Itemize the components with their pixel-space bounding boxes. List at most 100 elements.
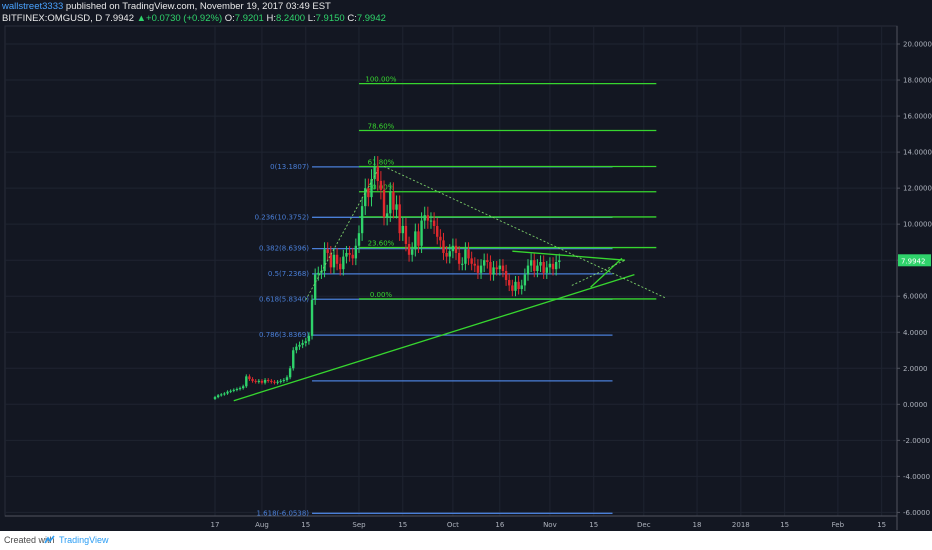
- candle-body: [351, 254, 354, 259]
- candle-body: [357, 233, 361, 246]
- candle-body: [241, 386, 245, 389]
- candle-body: [238, 388, 242, 390]
- candle-body: [517, 281, 520, 290]
- x-tick-label: Sep: [352, 521, 366, 529]
- y-tick-label: 12.0000: [903, 185, 932, 193]
- x-tick-label: 18: [693, 521, 702, 529]
- fib-retracement-label: 0(13.1807): [270, 163, 309, 171]
- tradingview-brand[interactable]: TradingView: [59, 535, 109, 545]
- candle-body: [523, 274, 527, 286]
- candle-body: [307, 335, 311, 342]
- candle-body: [389, 191, 392, 214]
- candle-body: [482, 260, 486, 266]
- candle-body: [454, 245, 458, 253]
- candle-body: [379, 180, 383, 190]
- y-tick-label: 2.0000: [903, 365, 928, 373]
- y-tick-label: -4.0000: [903, 473, 930, 481]
- candle-body: [260, 380, 264, 383]
- candle-body: [539, 261, 542, 266]
- candle-body: [476, 265, 480, 273]
- candle-body: [498, 265, 502, 270]
- candle-body: [216, 395, 220, 398]
- candle-body: [326, 249, 329, 253]
- created-with-text: Created with: [4, 535, 55, 545]
- fib-retracement-label: 0.786(3.8369): [259, 331, 309, 339]
- candle-body: [429, 220, 433, 222]
- x-tick-label: Aug: [255, 521, 269, 529]
- candle-body: [317, 272, 320, 275]
- candle-body: [310, 299, 314, 336]
- x-tick-label: Nov: [543, 521, 557, 529]
- candle-body: [442, 240, 445, 253]
- fib-extension-label: 61.80%: [368, 159, 395, 167]
- candle-body: [251, 379, 254, 381]
- candle-body: [501, 265, 505, 271]
- candle-body: [461, 263, 464, 265]
- x-tick-label: 15: [301, 521, 310, 529]
- candle-body: [254, 380, 257, 382]
- candle-body: [282, 379, 286, 381]
- candle-body: [479, 265, 483, 273]
- candle-body: [508, 280, 511, 286]
- author-link[interactable]: wallstreet3333: [2, 1, 64, 12]
- symbol-label[interactable]: BITFINEX:OMGUSD, D: [2, 13, 103, 24]
- candle-body: [335, 254, 339, 264]
- candle-body: [304, 341, 307, 344]
- candle-body: [229, 390, 232, 392]
- last-price: 7.9942: [104, 13, 134, 24]
- candle-body: [464, 249, 467, 264]
- x-tick-label: 15: [589, 521, 598, 529]
- candle-body: [504, 271, 508, 281]
- candle-body: [323, 249, 326, 271]
- fib-retracement-label: 0.382(8.6396): [259, 245, 309, 253]
- y-tick-label: 0.0000: [903, 401, 928, 409]
- y-tick-label: 16.0000: [903, 113, 932, 121]
- candle-body: [414, 231, 417, 250]
- ohlc-legend: BITFINEX:OMGUSD, D 7.9942 ▲+0.0730 (+0.9…: [2, 13, 386, 24]
- y-tick-label: 4.0000: [903, 329, 928, 337]
- close-label: C:: [347, 13, 357, 24]
- candle-body: [551, 263, 555, 270]
- candle-body: [445, 252, 448, 257]
- candle-body: [342, 256, 345, 270]
- candle-body: [489, 261, 492, 275]
- fib-retracement-label: 0.236(10.3752): [255, 213, 310, 221]
- candle-body: [220, 394, 223, 396]
- candle-body: [348, 252, 351, 255]
- candle-body: [301, 343, 304, 345]
- candle-body: [329, 252, 333, 268]
- trendline: [512, 250, 626, 261]
- candle-body: [526, 265, 530, 275]
- y-tick-label: 10.0000: [903, 221, 932, 229]
- candle-body: [285, 377, 289, 380]
- candle-body: [495, 267, 498, 270]
- fib-extension-label: 23.60%: [368, 240, 395, 248]
- candle-body: [542, 261, 545, 273]
- candle-body: [370, 179, 373, 198]
- candle-body: [439, 236, 442, 241]
- candle-body: [426, 215, 430, 221]
- candle-body: [404, 225, 408, 244]
- candle-body: [235, 388, 239, 390]
- fib-retracement-label: 1.618(-6.0538): [256, 509, 309, 517]
- candle-body: [533, 260, 536, 271]
- candle-body: [448, 251, 451, 257]
- footer-bar: Created with TradingView: [0, 531, 932, 550]
- candle-body: [545, 267, 548, 273]
- candle-body: [423, 215, 426, 221]
- candle-body: [292, 350, 295, 369]
- y-tick-label: 14.0000: [903, 149, 932, 157]
- close-value: 7.9942: [356, 13, 386, 24]
- fib-extension-label: 78.60%: [368, 122, 395, 130]
- candle-body: [332, 254, 336, 268]
- last-price-tag: [898, 254, 931, 267]
- last-price-tag-label: 7.9942: [901, 257, 926, 265]
- candle-body: [313, 274, 317, 300]
- candle-body: [398, 204, 401, 234]
- candle-body: [511, 285, 514, 291]
- published-text: published on TradingView.com, November 1…: [65, 1, 331, 12]
- x-tick-label: 2018: [732, 521, 750, 529]
- x-tick-label: 15: [780, 521, 789, 529]
- x-tick-label: 16: [495, 521, 504, 529]
